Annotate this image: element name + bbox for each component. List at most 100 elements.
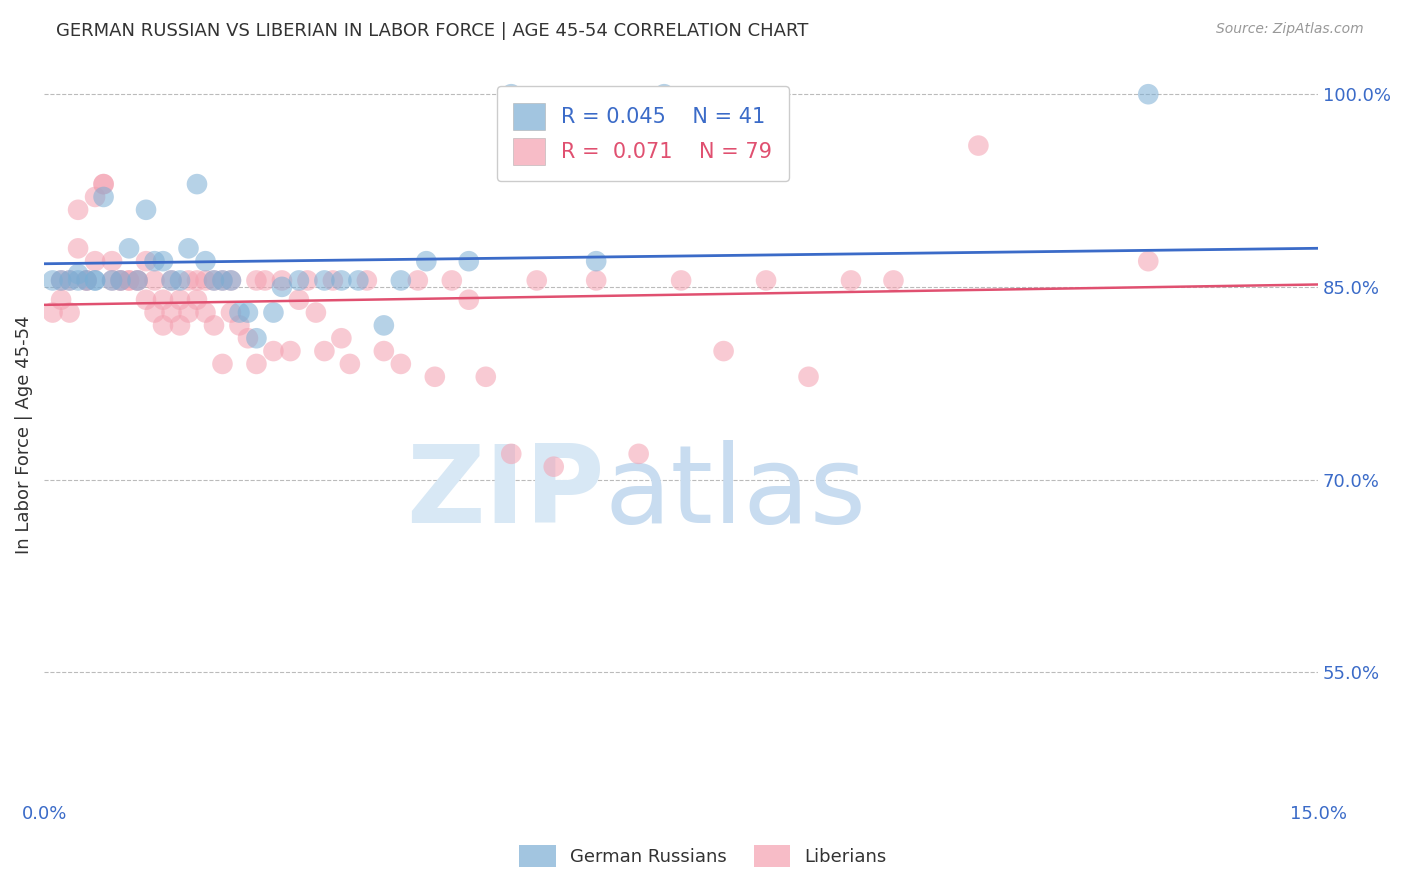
Point (585, 273, 607, 287)
Point (194, 273, 217, 287)
Point (797, 369, 820, 384)
Point (755, 273, 778, 287)
Point (245, 273, 267, 287)
Text: atlas: atlas (605, 440, 866, 546)
Point (76, 273, 98, 287)
Point (93, 190, 115, 204)
Point (389, 357, 412, 371)
Point (110, 273, 132, 287)
Point (177, 305, 200, 319)
Point (543, 459, 565, 474)
Point (202, 318, 225, 333)
Point (135, 202, 157, 217)
Point (501, 87, 523, 102)
Point (314, 273, 336, 287)
Point (169, 293, 191, 307)
Point (49, 273, 72, 287)
Point (177, 241, 200, 255)
Point (84, 273, 107, 287)
Point (457, 293, 479, 307)
Point (84, 254, 107, 268)
Point (160, 273, 183, 287)
Point (262, 305, 284, 319)
Point (389, 273, 412, 287)
Point (330, 331, 353, 345)
Point (143, 273, 166, 287)
Point (135, 254, 157, 268)
Point (288, 293, 311, 307)
Point (152, 254, 174, 268)
Point (169, 318, 191, 333)
Point (67, 267, 90, 281)
Point (58, 305, 80, 319)
Point (194, 254, 217, 268)
Point (219, 273, 242, 287)
Point (41, 273, 63, 287)
Point (169, 273, 191, 287)
Point (93, 177, 115, 191)
Point (1137, 87, 1160, 102)
Point (202, 273, 225, 287)
Point (67, 241, 90, 255)
Point (526, 273, 548, 287)
Point (245, 357, 267, 371)
Point (67, 273, 90, 287)
Point (236, 331, 259, 345)
Point (177, 273, 200, 287)
Point (839, 273, 862, 287)
Point (202, 273, 225, 287)
Point (967, 138, 990, 153)
Point (669, 273, 692, 287)
Point (41, 305, 63, 319)
Text: Source: ZipAtlas.com: Source: ZipAtlas.com (1216, 22, 1364, 37)
Point (356, 273, 378, 287)
Point (135, 293, 157, 307)
Point (93, 177, 115, 191)
Point (297, 273, 319, 287)
Point (288, 273, 311, 287)
Point (339, 357, 361, 371)
Point (652, 87, 675, 102)
Point (76, 273, 98, 287)
Point (475, 369, 498, 384)
Point (118, 241, 141, 255)
Point (585, 254, 607, 268)
Point (211, 357, 233, 371)
Point (211, 273, 233, 287)
Point (58, 273, 80, 287)
Point (280, 344, 302, 359)
Point (236, 305, 259, 319)
Point (84, 190, 107, 204)
Point (127, 273, 149, 287)
Point (127, 273, 149, 287)
Point (245, 331, 267, 345)
Point (882, 273, 904, 287)
Point (262, 344, 284, 359)
Point (228, 305, 250, 319)
Legend: German Russians, Liberians: German Russians, Liberians (512, 838, 894, 874)
Text: GERMAN RUSSIAN VS LIBERIAN IN LABOR FORCE | AGE 45-54 CORRELATION CHART: GERMAN RUSSIAN VS LIBERIAN IN LABOR FORC… (56, 22, 808, 40)
Point (49, 293, 72, 307)
Point (67, 202, 90, 217)
Point (373, 344, 395, 359)
Point (415, 254, 437, 268)
Point (271, 280, 294, 294)
Point (305, 305, 328, 319)
Point (101, 254, 124, 268)
Point (713, 344, 735, 359)
Point (143, 305, 166, 319)
Point (253, 273, 276, 287)
Y-axis label: In Labor Force | Age 45-54: In Labor Force | Age 45-54 (15, 315, 32, 554)
Point (152, 318, 174, 333)
Point (423, 369, 446, 384)
Point (58, 273, 80, 287)
Point (160, 305, 183, 319)
Point (194, 305, 217, 319)
Point (440, 273, 463, 287)
Point (110, 273, 132, 287)
Point (211, 273, 233, 287)
Point (1137, 254, 1160, 268)
Point (186, 293, 208, 307)
Point (228, 318, 250, 333)
Point (49, 273, 72, 287)
